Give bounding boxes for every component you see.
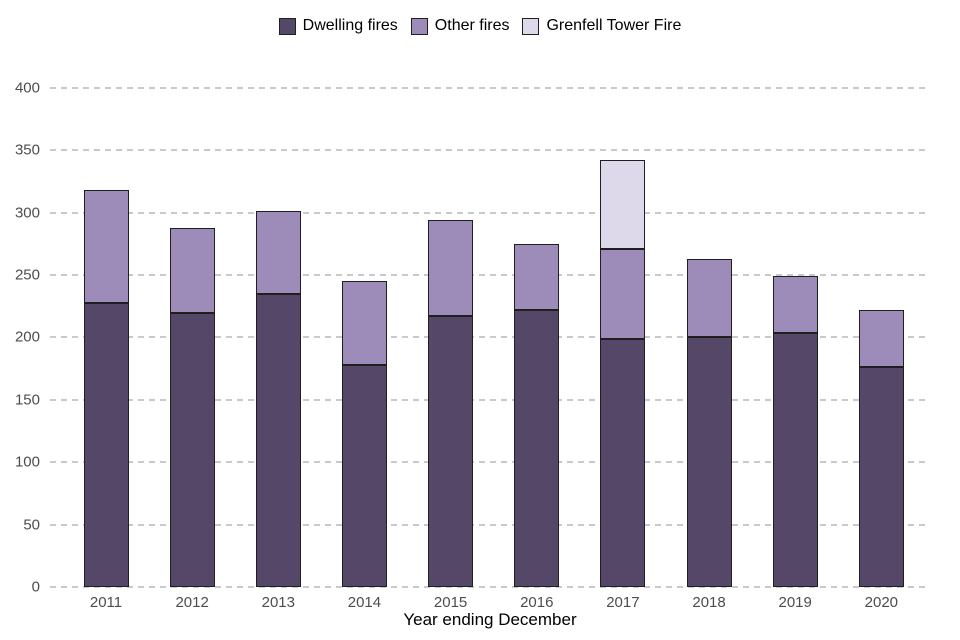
legend-label-dwelling-fires: Dwelling fires	[302, 17, 398, 34]
y-tick-label-200: 200	[14, 328, 40, 346]
x-tick-label-2016: 2016	[520, 594, 554, 611]
legend-swatch-dwelling-fires	[278, 17, 296, 35]
legend-item-grenfell-tower-fire: Grenfell Tower Fire	[522, 17, 681, 35]
x-axis-title: Year ending December	[403, 610, 577, 629]
x-tick-label-2019: 2019	[778, 594, 812, 611]
gridline-250	[50, 274, 930, 277]
bar-2015-dwelling-fires	[428, 316, 474, 587]
bar-2020-dwelling-fires	[858, 367, 904, 587]
x-tick-label-2013: 2013	[261, 594, 295, 611]
bar-2014-other-fires	[341, 281, 387, 365]
gridline-350	[50, 149, 930, 152]
legend-item-other-fires: Other fires	[410, 17, 510, 35]
x-tick-label-2011: 2011	[89, 594, 123, 611]
bar-2020-other-fires	[858, 310, 904, 368]
bar-2011-other-fires	[83, 190, 129, 303]
gridline-300	[50, 211, 930, 214]
bar-2013-other-fires	[255, 211, 301, 294]
y-tick-label-50: 50	[23, 516, 40, 534]
bar-2016-dwelling-fires	[514, 310, 560, 587]
bar-2017-grenfell-tower-fire	[600, 160, 646, 249]
gridline-100	[50, 461, 930, 464]
x-tick-label-2012: 2012	[175, 594, 209, 611]
x-tick-label-2018: 2018	[692, 594, 726, 611]
y-tick-label-400: 400	[14, 79, 40, 97]
gridline-50	[50, 523, 930, 526]
bar-2012-dwelling-fires	[169, 312, 215, 587]
y-tick-label-100: 100	[14, 453, 40, 471]
bar-2015-other-fires	[428, 220, 474, 317]
gridline-150	[50, 398, 930, 401]
y-tick-label-300: 300	[14, 204, 40, 222]
bar-2011-dwelling-fires	[83, 302, 129, 587]
gridline-0	[50, 586, 930, 588]
bar-2012-other-fires	[169, 227, 215, 313]
y-tick-label-250: 250	[14, 266, 40, 284]
y-tick-label-0: 0	[31, 578, 40, 596]
legend-item-dwelling-fires: Dwelling fires	[278, 17, 398, 35]
legend-swatch-other-fires	[410, 17, 428, 35]
bar-2017-other-fires	[600, 248, 646, 339]
x-tick-label-2014: 2014	[347, 594, 382, 611]
bar-2018-dwelling-fires	[686, 337, 732, 587]
bar-2019-dwelling-fires	[772, 332, 818, 587]
y-axis-labels: 0 50 100 150 200 250 300 350 400	[0, 63, 46, 594]
bar-2018-other-fires	[686, 258, 732, 338]
bar-2016-other-fires	[514, 243, 560, 311]
x-tick-label-2020: 2020	[864, 594, 899, 611]
y-tick-label-150: 150	[14, 391, 40, 409]
bar-2014-dwelling-fires	[341, 364, 387, 587]
legend-label-grenfell-tower-fire: Grenfell Tower Fire	[546, 17, 682, 34]
gridline-200	[50, 336, 930, 339]
bar-2019-other-fires	[772, 276, 818, 333]
legend-label-other-fires: Other fires	[434, 17, 510, 34]
x-tick-label-2015: 2015	[433, 594, 468, 611]
legend-swatch-grenfell-tower-fire	[522, 17, 540, 35]
chart-legend: Dwelling fires Other fires Grenfell Tower …	[0, 17, 960, 35]
y-tick-label-350: 350	[14, 141, 40, 159]
bar-2017-dwelling-fires	[600, 338, 646, 587]
gridline-400	[50, 86, 930, 89]
x-tick-label-2017: 2017	[606, 594, 640, 611]
bar-2013-dwelling-fires	[255, 293, 301, 587]
plot-area: 2011 2012 2013 2014 2015 2016 2017 2018 2019 2020	[50, 63, 930, 611]
